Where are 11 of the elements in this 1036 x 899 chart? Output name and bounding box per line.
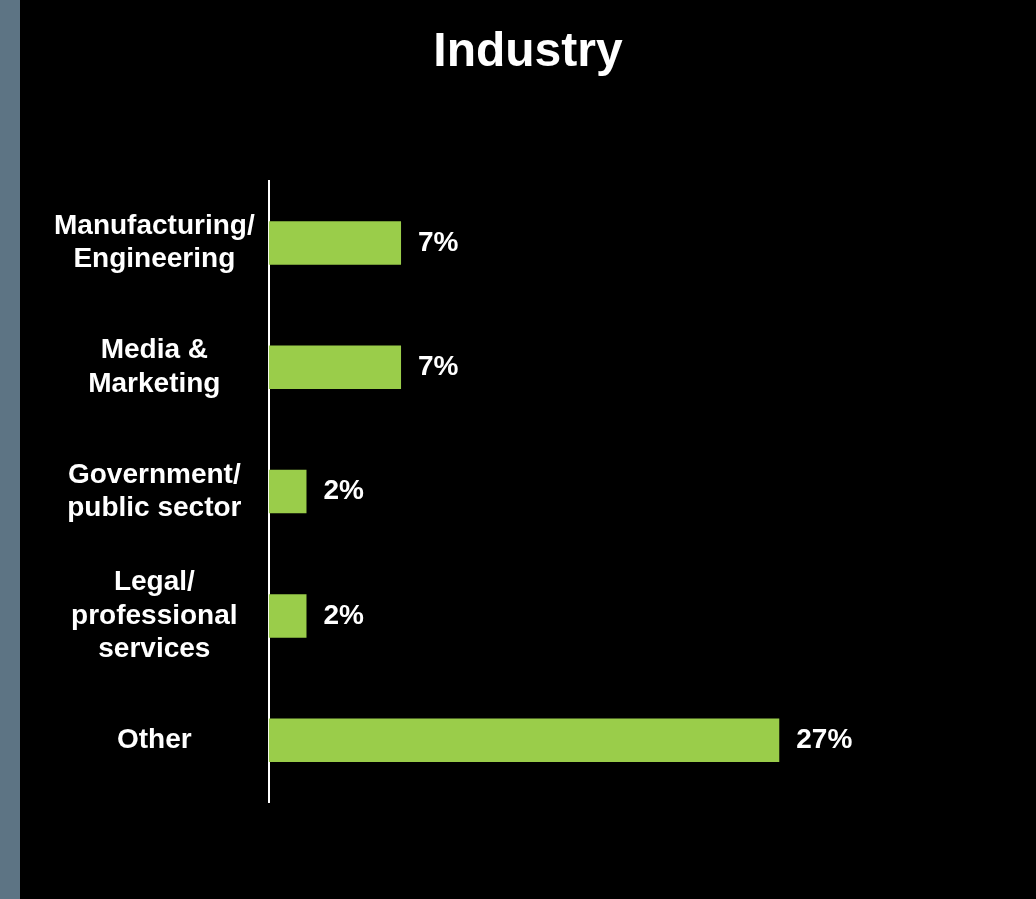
y-tick-label: Other <box>116 722 192 754</box>
y-tick-label: Media & Marketing <box>88 333 221 398</box>
y-tick-label: Manufacturing/ Engineering <box>54 208 255 274</box>
data-label: 2% <box>323 474 365 506</box>
data-label: 2% <box>323 598 365 630</box>
y-tick-label: Legal/ professional services <box>71 565 238 664</box>
data-label: 7% <box>418 225 459 257</box>
data-label: 27% <box>796 722 853 754</box>
data-label: 7% <box>418 350 459 381</box>
chart-title: Industry <box>432 22 624 77</box>
y-tick-label: Government/ public sector <box>67 457 242 523</box>
